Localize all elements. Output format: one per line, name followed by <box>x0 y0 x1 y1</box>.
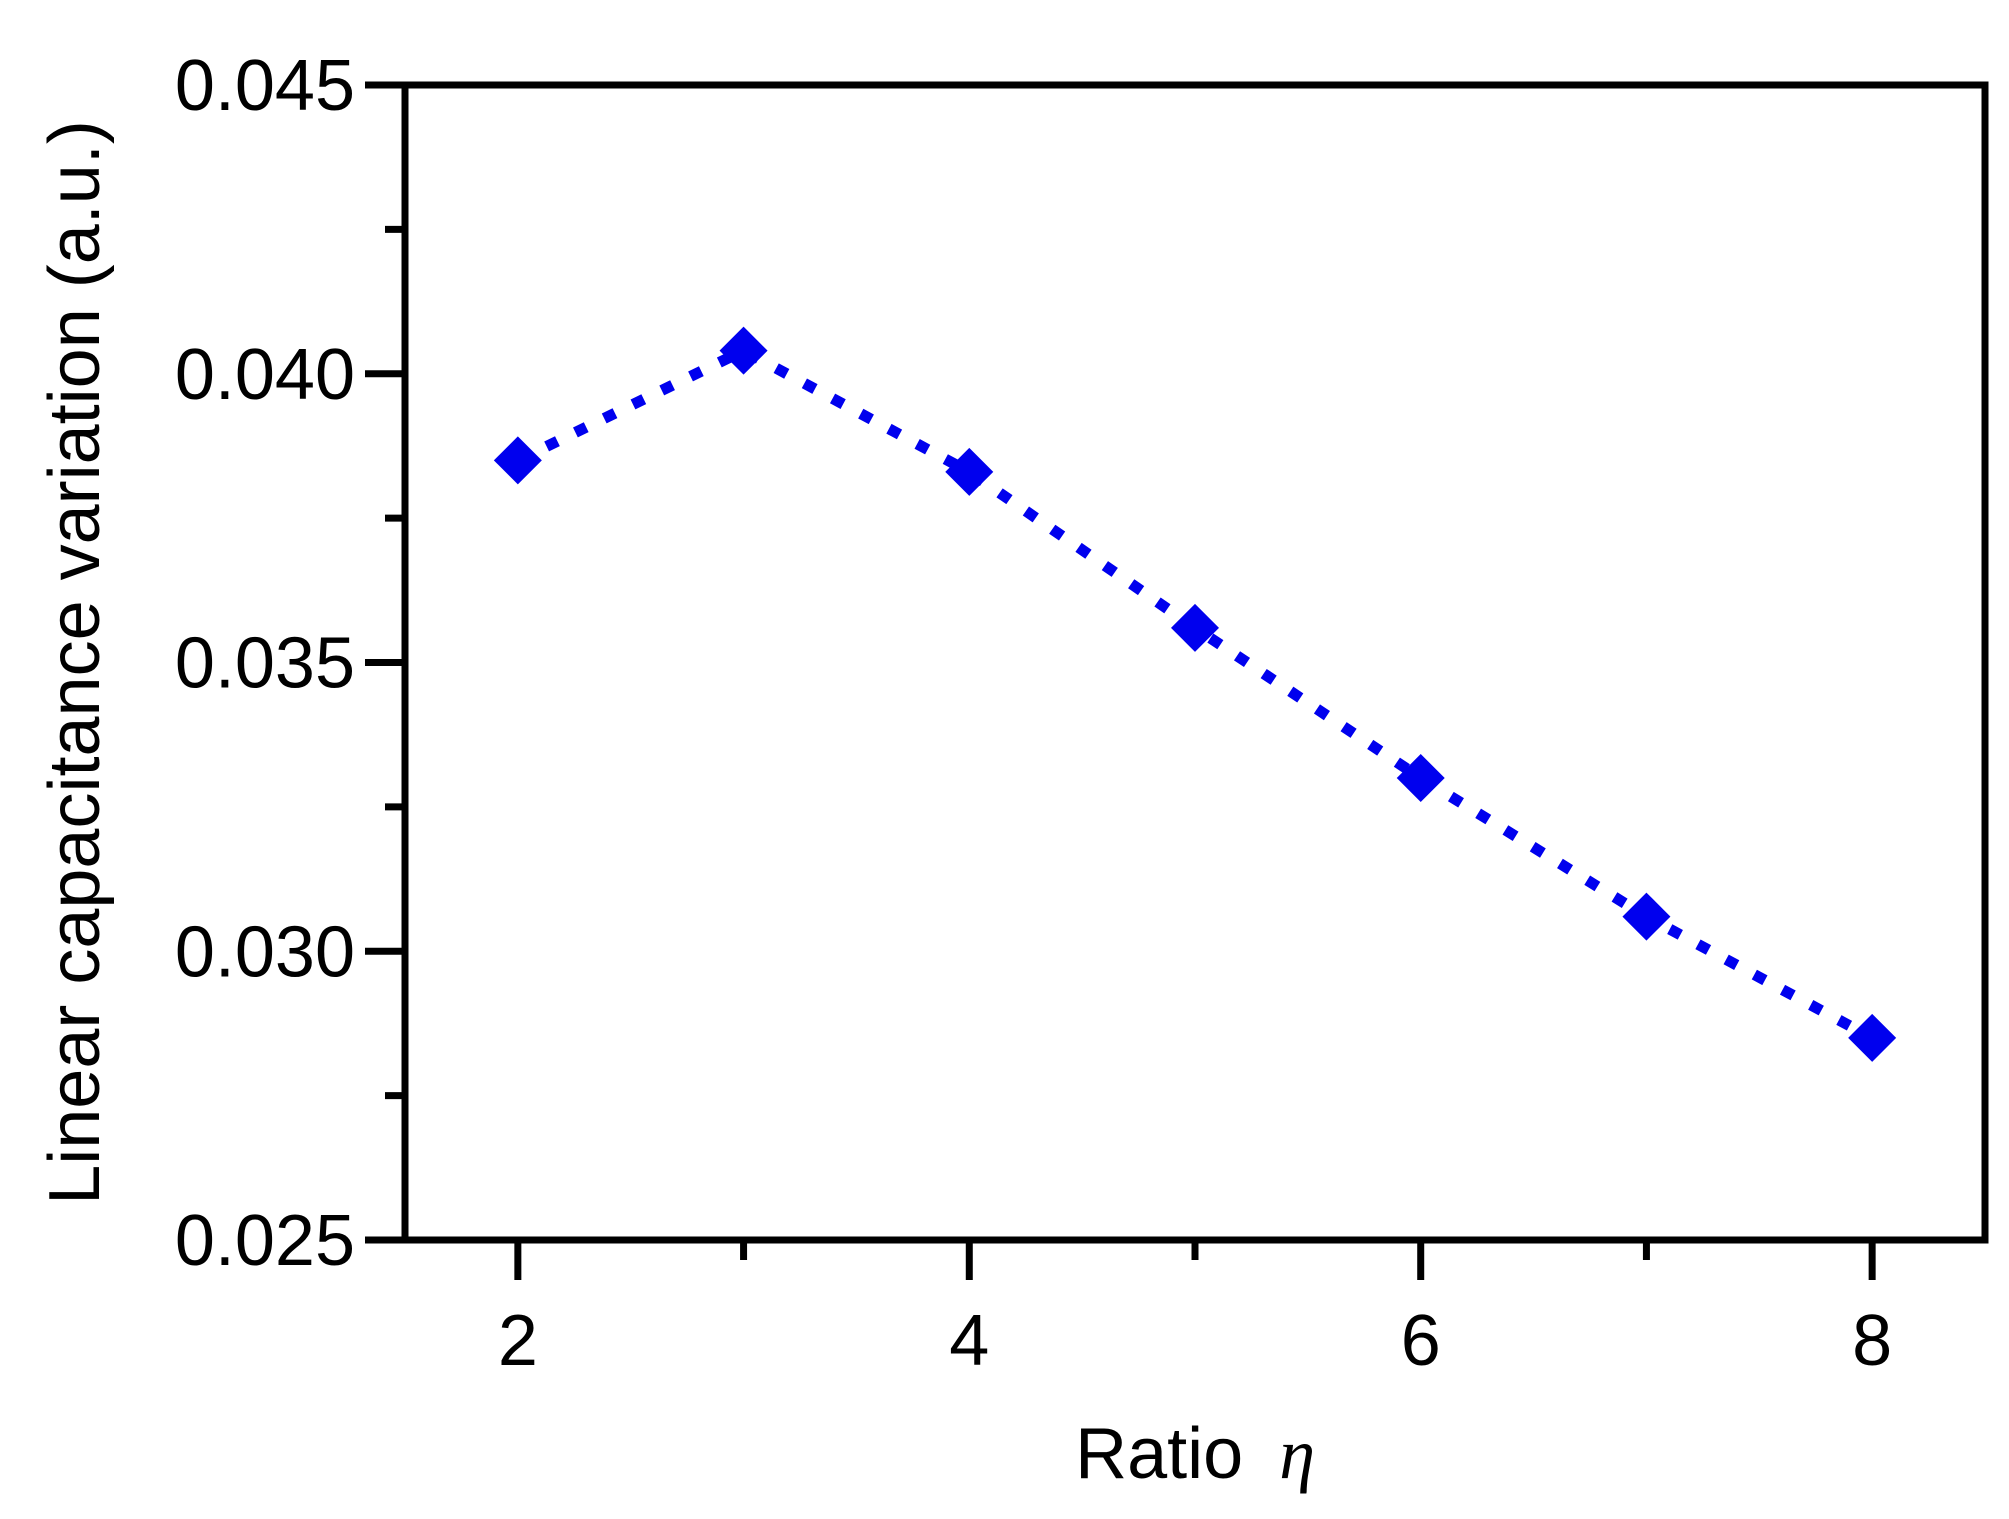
x-tick-label: 6 <box>1401 1301 1441 1381</box>
x-tick-label: 4 <box>949 1301 989 1381</box>
x-tick-label: 2 <box>498 1301 538 1381</box>
y-tick-label: 0.025 <box>175 1201 355 1281</box>
x-axis-label: Ratio η <box>1075 1414 1315 1494</box>
data-point-diamond <box>719 326 768 375</box>
data-point-diamond <box>1396 754 1445 802</box>
y-axis-tick-labels: 0.025 0.030 0.035 0.040 0.045 <box>175 46 355 1281</box>
data-point-diamond <box>1848 1013 1897 1062</box>
x-axis-ticks <box>514 1240 1876 1280</box>
y-tick-label: 0.040 <box>175 335 355 415</box>
x-tick-label: 8 <box>1852 1301 1892 1381</box>
data-point-diamond <box>493 436 542 485</box>
y-tick-label: 0.030 <box>175 912 355 992</box>
y-axis-ticks <box>365 81 405 1244</box>
x-axis-tick-labels: 2 4 6 8 <box>498 1301 1892 1381</box>
data-point-diamond <box>1622 892 1671 941</box>
x-axis-label-symbol: η <box>1279 1414 1315 1494</box>
y-axis-label: Linear capacitance variation (a.u.) <box>35 120 115 1205</box>
series-line <box>515 344 1875 1043</box>
series-layer <box>493 326 1897 1062</box>
data-point-diamond <box>945 447 994 496</box>
y-tick-label: 0.045 <box>175 46 355 126</box>
data-point-diamond <box>1171 603 1219 652</box>
plot-frame <box>401 81 1989 1244</box>
x-axis-label-text: Ratio <box>1075 1414 1243 1494</box>
y-tick-label: 0.035 <box>175 624 355 704</box>
